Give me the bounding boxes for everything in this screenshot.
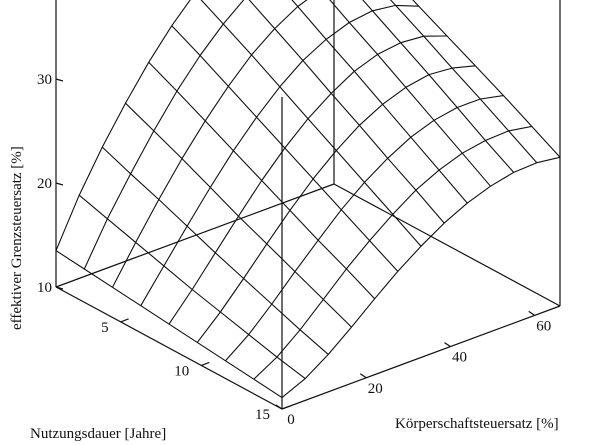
- x-tick-mark-1: [359, 373, 367, 379]
- axis-ticks: 10203040510150204060: [37, 72, 551, 428]
- mesh-line-y-2: [112, 0, 308, 288]
- mesh-line-x-6: [200, 0, 422, 247]
- box-edge-back-y: [333, 183, 561, 307]
- axis-box-front: [55, 97, 561, 410]
- mesh-line-x-0: [55, 250, 283, 399]
- x-tick-mark-0: [275, 404, 283, 410]
- mesh-line-x-11: [389, 0, 538, 164]
- y-tick-label-0: 5: [101, 320, 109, 336]
- z-tick-label-0: 10: [37, 280, 52, 296]
- z-tick-mark-0: [55, 286, 64, 290]
- mesh-line-y-6: [225, 95, 504, 362]
- mesh-line-x-2: [101, 146, 329, 355]
- mesh-line-y-1: [83, 0, 245, 270]
- z-tick-label-1: 20: [37, 176, 52, 192]
- mesh-line-x-3: [125, 102, 352, 328]
- y-tick-mark-0: [120, 318, 129, 323]
- z-tick-mark-2: [55, 78, 64, 82]
- x-tick-label-2: 40: [452, 350, 467, 366]
- box-edge-back-x: [55, 183, 335, 288]
- y-tick-label-2: 15: [255, 407, 270, 423]
- mesh-line-x-9: [329, 0, 491, 187]
- x-tick-label-1: 20: [368, 381, 383, 397]
- mesh-line-x-4: [148, 61, 376, 300]
- surface-mesh: [55, 0, 561, 399]
- z-tick-label-2: 30: [37, 72, 52, 88]
- mesh-line-y-4: [168, 35, 448, 325]
- mesh-line-x-5: [171, 25, 399, 272]
- mesh-line-x-7: [248, 0, 445, 224]
- box-edge-front-x: [281, 305, 561, 410]
- x-tick-label-3: 60: [536, 318, 551, 334]
- mesh-line-x-8: [291, 0, 468, 204]
- mesh-line-x-12: [412, 0, 561, 158]
- x-tick-mark-2: [444, 342, 451, 348]
- x-tick-mark-3: [528, 310, 536, 316]
- y-tick-mark-1: [201, 361, 210, 366]
- mesh-line-x-10: [362, 0, 515, 173]
- mesh-line-y-8: [281, 156, 561, 399]
- y-tick-mark-2: [281, 405, 291, 410]
- axis-box-back: [55, 0, 561, 307]
- x-axis-label: Körperschaftsteuersatz [%]: [395, 416, 559, 432]
- z-tick-mark-1: [55, 182, 64, 186]
- box-edge-front-y: [55, 286, 283, 410]
- x-tick-label-0: 0: [287, 412, 295, 428]
- y-tick-label-1: 10: [174, 363, 189, 379]
- z-axis-label: effektiver Grenzsteuersatz [%]: [9, 146, 25, 330]
- mesh-line-x-1: [78, 194, 306, 380]
- y-axis-label: Nutzungsdauer [Jahre]: [30, 426, 166, 442]
